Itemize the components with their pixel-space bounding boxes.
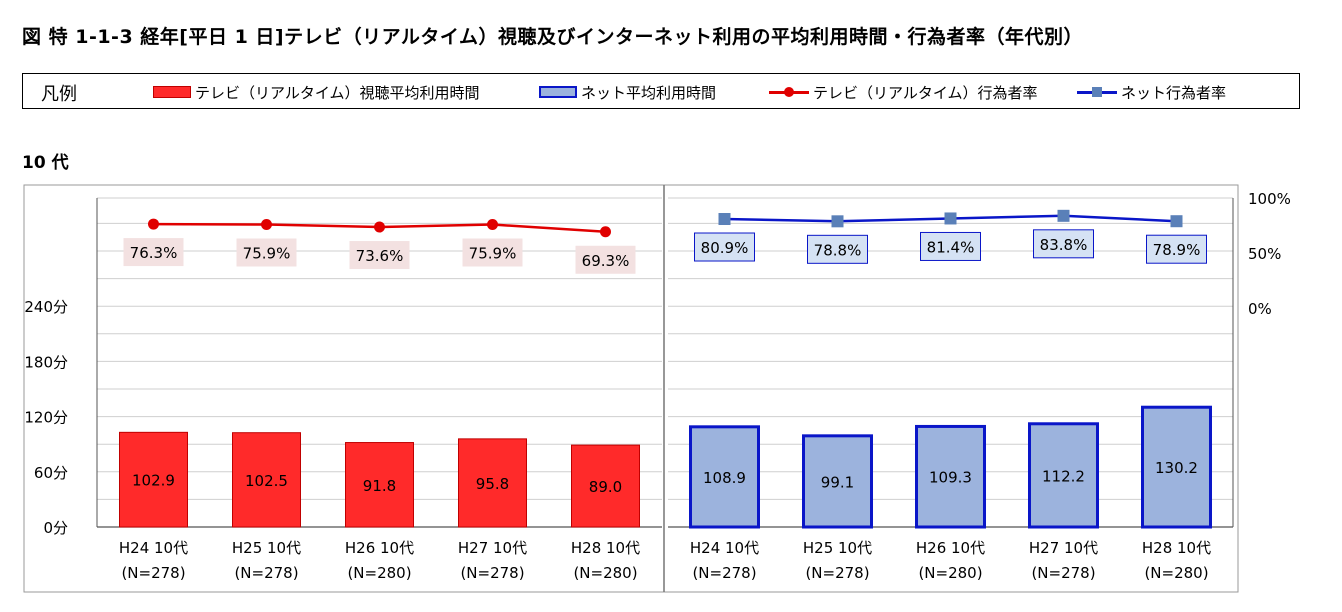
x-tick-label: H26 10代 <box>345 539 414 557</box>
legend: 凡例 テレビ（リアルタイム）視聴平均利用時間 ネット平均利用時間 テレビ（リアル… <box>22 73 1300 109</box>
y-left-tick-label: 60分 <box>34 464 68 482</box>
y-left-tick-label: 180分 <box>24 353 68 371</box>
rate-value-label: 78.9% <box>1153 241 1201 259</box>
x-tick-note: (N=280) <box>918 564 982 582</box>
rate-value-label: 76.3% <box>130 244 178 262</box>
x-tick-label: H25 10代 <box>803 539 872 557</box>
y-left-tick-label: 240分 <box>24 298 68 316</box>
net-rate-marker <box>718 213 731 226</box>
rate-label-box <box>123 238 184 267</box>
legend-label: テレビ（リアルタイム）行為者率 <box>813 83 1038 102</box>
x-tick-label: H28 10代 <box>1142 539 1211 557</box>
x-tick-note: (N=278) <box>805 564 869 582</box>
bar-value-label: 95.8 <box>476 475 509 493</box>
tv-time-bar <box>458 438 527 528</box>
bar-value-label: 99.1 <box>821 473 854 491</box>
tv-rate-marker <box>600 226 611 238</box>
net-time-bar <box>689 425 760 529</box>
rate-value-label: 78.8% <box>814 241 862 259</box>
legend-item-net-time: ネット平均利用時間 <box>539 74 716 110</box>
legend-label: ネット行為者率 <box>1121 83 1227 102</box>
rate-label-box <box>349 241 410 270</box>
tv-time-bar <box>571 444 640 528</box>
legend-caption: 凡例 <box>41 84 77 105</box>
tv-rate-marker <box>487 219 498 231</box>
tv-bar-swatch <box>153 86 191 98</box>
rate-label-box <box>1146 234 1207 264</box>
chart-frame <box>23 184 1239 593</box>
figure-title: 図 特 1-1-3 経年[平日 1 日]テレビ（リアルタイム）視聴及びインターネ… <box>22 26 1084 48</box>
x-tick-note: (N=278) <box>121 564 185 582</box>
tv-rate-marker <box>374 221 385 233</box>
y-left-tick-label: 120分 <box>24 409 68 427</box>
tv-time-bar <box>345 442 414 528</box>
rate-value-label: 75.9% <box>469 245 517 263</box>
rate-value-label: 69.3% <box>582 252 630 270</box>
bar-value-label: 91.8 <box>363 477 396 495</box>
bar-value-label: 102.9 <box>132 472 175 490</box>
y-left-tick-label: 0分 <box>43 519 68 537</box>
bar-value-label: 109.3 <box>929 469 972 487</box>
x-tick-note: (N=278) <box>692 564 756 582</box>
tv-time-bar <box>232 432 301 528</box>
x-tick-note: (N=278) <box>1031 564 1095 582</box>
rate-label-box <box>920 231 981 261</box>
x-tick-note: (N=280) <box>1144 564 1208 582</box>
legend-label: テレビ（リアルタイム）視聴平均利用時間 <box>195 83 480 102</box>
x-tick-label: H25 10代 <box>232 539 301 557</box>
net-rate-marker <box>1170 215 1183 228</box>
rate-value-label: 73.6% <box>356 247 404 265</box>
x-tick-label: H27 10代 <box>458 539 527 557</box>
x-tick-note: (N=278) <box>234 564 298 582</box>
x-tick-note: (N=278) <box>460 564 524 582</box>
net-line-swatch <box>1077 86 1117 98</box>
rate-label-box <box>462 238 523 267</box>
net-time-bar <box>802 434 873 529</box>
rate-label-box <box>807 234 868 264</box>
tv-time-bar <box>119 431 188 528</box>
rate-label-box <box>236 238 297 267</box>
net-bar-swatch <box>539 86 577 98</box>
bar-value-label: 102.5 <box>245 472 288 490</box>
rate-value-label: 81.4% <box>927 238 975 256</box>
rate-label-box <box>694 232 755 262</box>
bar-value-label: 130.2 <box>1155 459 1198 477</box>
legend-item-tv-time: テレビ（リアルタイム）視聴平均利用時間 <box>153 74 480 110</box>
section-label: 10 代 <box>22 153 69 173</box>
bar-value-label: 108.9 <box>703 469 746 487</box>
rate-value-label: 80.9% <box>701 239 749 257</box>
bar-value-label: 112.2 <box>1042 467 1085 485</box>
rate-value-label: 83.8% <box>1040 236 1088 254</box>
x-tick-label: H24 10代 <box>119 539 188 557</box>
x-tick-label: H27 10代 <box>1029 539 1098 557</box>
x-tick-label: H24 10代 <box>690 539 759 557</box>
net-time-bar <box>1141 405 1212 529</box>
tv-rate-marker <box>148 218 159 230</box>
legend-item-tv-rate: テレビ（リアルタイム）行為者率 <box>769 74 1038 110</box>
net-rate-marker <box>831 215 844 228</box>
rate-label-box <box>575 245 636 274</box>
rate-value-label: 75.9% <box>243 245 291 263</box>
y-right-tick-label: 0% <box>1248 300 1272 318</box>
x-tick-note: (N=280) <box>573 564 637 582</box>
net-time-bar <box>915 424 986 529</box>
y-right-tick-label: 50% <box>1248 245 1281 263</box>
net-rate-marker <box>944 212 957 225</box>
bar-value-label: 89.0 <box>589 478 622 496</box>
rate-label-box <box>1033 229 1094 259</box>
y-right-tick-label: 100% <box>1248 190 1291 208</box>
x-tick-label: H28 10代 <box>571 539 640 557</box>
legend-item-net-rate: ネット行為者率 <box>1077 74 1226 110</box>
x-tick-note: (N=280) <box>347 564 411 582</box>
net-rate-marker <box>1057 209 1070 222</box>
tv-rate-marker <box>261 219 272 231</box>
tv-line-swatch <box>769 86 809 98</box>
legend-label: ネット平均利用時間 <box>581 83 717 102</box>
net-time-bar <box>1028 422 1099 529</box>
x-tick-label: H26 10代 <box>916 539 985 557</box>
